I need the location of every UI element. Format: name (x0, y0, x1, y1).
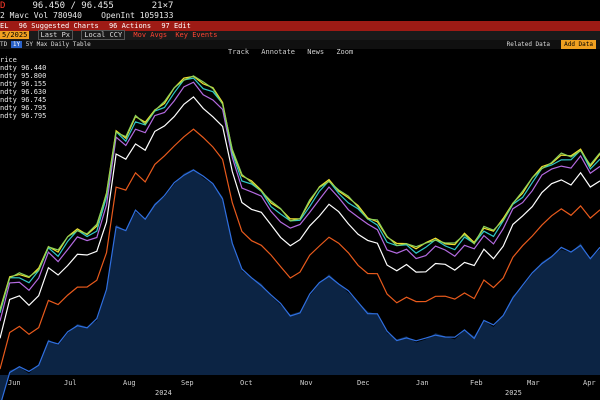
x-year-label: 2024 (155, 389, 172, 397)
x-tick-label: Jun (8, 379, 21, 387)
controls-bar: 5/2025 Last Px Local CCY Mov Avgs Key Ev… (0, 30, 600, 40)
series-line (0, 128, 600, 370)
x-tick-label: Nov (300, 379, 313, 387)
legend-item: ndty 96.745 (0, 96, 47, 104)
table-button[interactable]: Table (72, 41, 91, 48)
mavc-vol-label: 2 Mavc Vol (0, 11, 49, 20)
add-data-button[interactable]: Add Data (561, 40, 596, 49)
openint-value: 1059133 (139, 11, 174, 20)
x-tick-label: Mar (527, 379, 540, 387)
openint-label: OpenInt (101, 11, 135, 20)
date-field[interactable]: 5/2025 (0, 31, 30, 39)
track-button[interactable]: Track (228, 48, 250, 56)
frequency-select[interactable]: Daily (51, 41, 70, 48)
period-td[interactable]: TD (0, 41, 8, 48)
bid-ask-quote: 96.450 / 96.455 (32, 1, 114, 11)
suggested-charts-button[interactable]: 96 Suggested Charts (18, 22, 99, 30)
volume-value: 780940 (53, 11, 82, 20)
x-tick-label: Oct (240, 379, 253, 387)
actions-button[interactable]: 96 Actions (108, 22, 152, 30)
x-tick-label: Apr (583, 379, 596, 387)
legend: rice ndty 96.440 ndty 95.800 ndty 96.155… (0, 56, 46, 120)
x-tick-label: Sep (181, 379, 194, 387)
key-events-toggle[interactable]: Key Events (175, 31, 218, 39)
volume-header: 2 Mavc Vol 780940 OpenInt 1059133 (0, 10, 600, 21)
series-line (0, 77, 600, 314)
mov-avgs-toggle[interactable]: Mov Avgs (133, 31, 168, 39)
period-bar: TD 1Y 5Y Max Daily Table Related Data Ad… (0, 40, 600, 49)
legend-item: ndty 96.440 (0, 64, 47, 72)
series-line (0, 75, 600, 311)
legend-item: ndty 96.155 (0, 80, 47, 88)
x-axis: Jun Jul Aug Sep Oct Nov Dec Jan Feb Mar … (0, 375, 600, 400)
area-fill (0, 168, 600, 400)
period-5y[interactable]: 5Y (25, 41, 33, 48)
period-max[interactable]: Max (36, 41, 48, 48)
annotate-button[interactable]: Annotate (261, 48, 296, 56)
edit-button[interactable]: 97 Edit (161, 22, 191, 30)
legend-item: ndty 96.795 (0, 112, 47, 120)
legend-item: ndty 96.795 (0, 104, 47, 112)
legend-item: ndty 95.800 (0, 72, 47, 80)
menu-left-fragment[interactable]: EL (0, 22, 9, 30)
period-1y[interactable]: 1Y (10, 41, 23, 48)
quote-header: D 96.450 / 96.455 21×7 (0, 0, 600, 12)
x-tick-label: Aug (123, 379, 136, 387)
x-tick-label: Feb (470, 379, 483, 387)
chart-toolbar: Track Annotate News Zoom (228, 48, 361, 57)
series-line (0, 75, 600, 310)
x-year-label: 2025 (505, 389, 522, 397)
menu-bar: EL 96 Suggested Charts 96 Actions 97 Edi… (0, 21, 600, 31)
legend-title: rice (0, 56, 17, 64)
ticker-fragment: D (0, 1, 6, 11)
local-ccy-select[interactable]: Local CCY (81, 30, 126, 40)
x-tick-label: Jul (64, 379, 77, 387)
price-chart[interactable] (0, 49, 600, 400)
quote-size: 21×7 (151, 1, 174, 11)
series-line (0, 96, 600, 339)
last-px-select[interactable]: Last Px (37, 30, 74, 40)
legend-item: ndty 96.630 (0, 88, 47, 96)
zoom-button[interactable]: Zoom (336, 48, 354, 56)
related-data-button[interactable]: Related Data (506, 41, 550, 48)
x-tick-label: Jan (416, 379, 429, 387)
series-line (0, 81, 600, 322)
series-line (1, 169, 600, 400)
news-button[interactable]: News (307, 48, 325, 56)
x-tick-label: Dec (357, 379, 370, 387)
